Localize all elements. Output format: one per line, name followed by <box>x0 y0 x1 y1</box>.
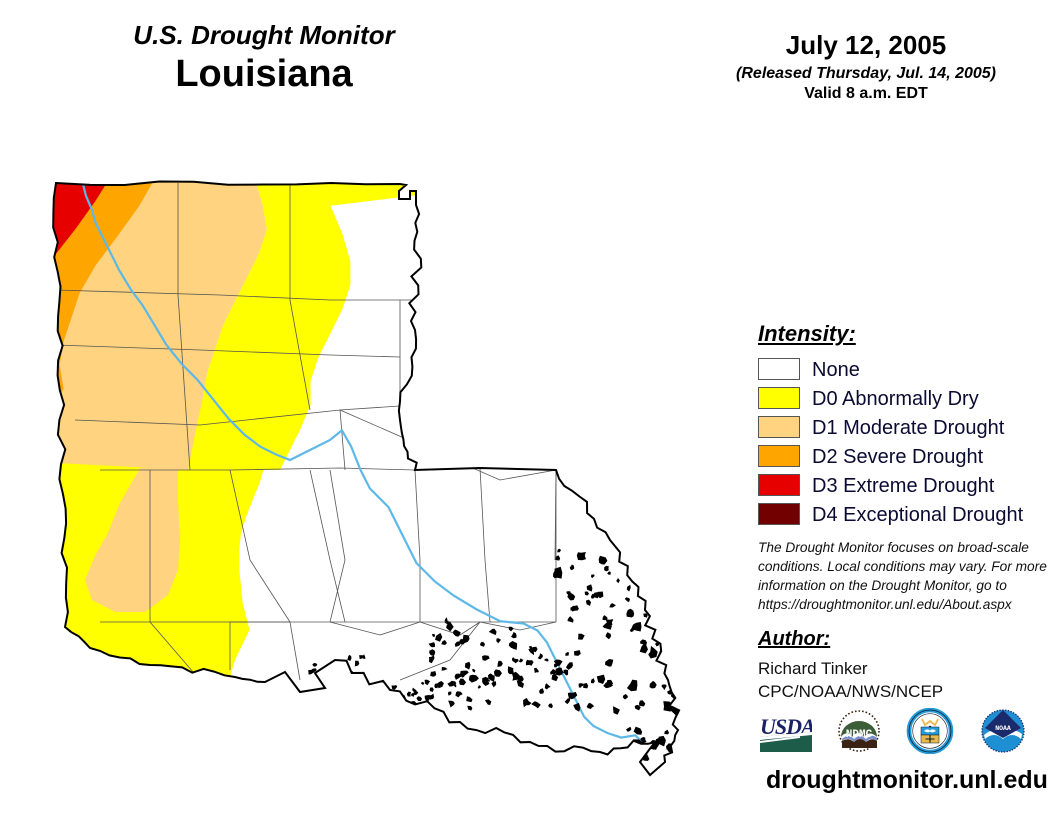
svg-text:NDMC: NDMC <box>846 729 873 741</box>
svg-text:NOAA: NOAA <box>995 725 1011 732</box>
